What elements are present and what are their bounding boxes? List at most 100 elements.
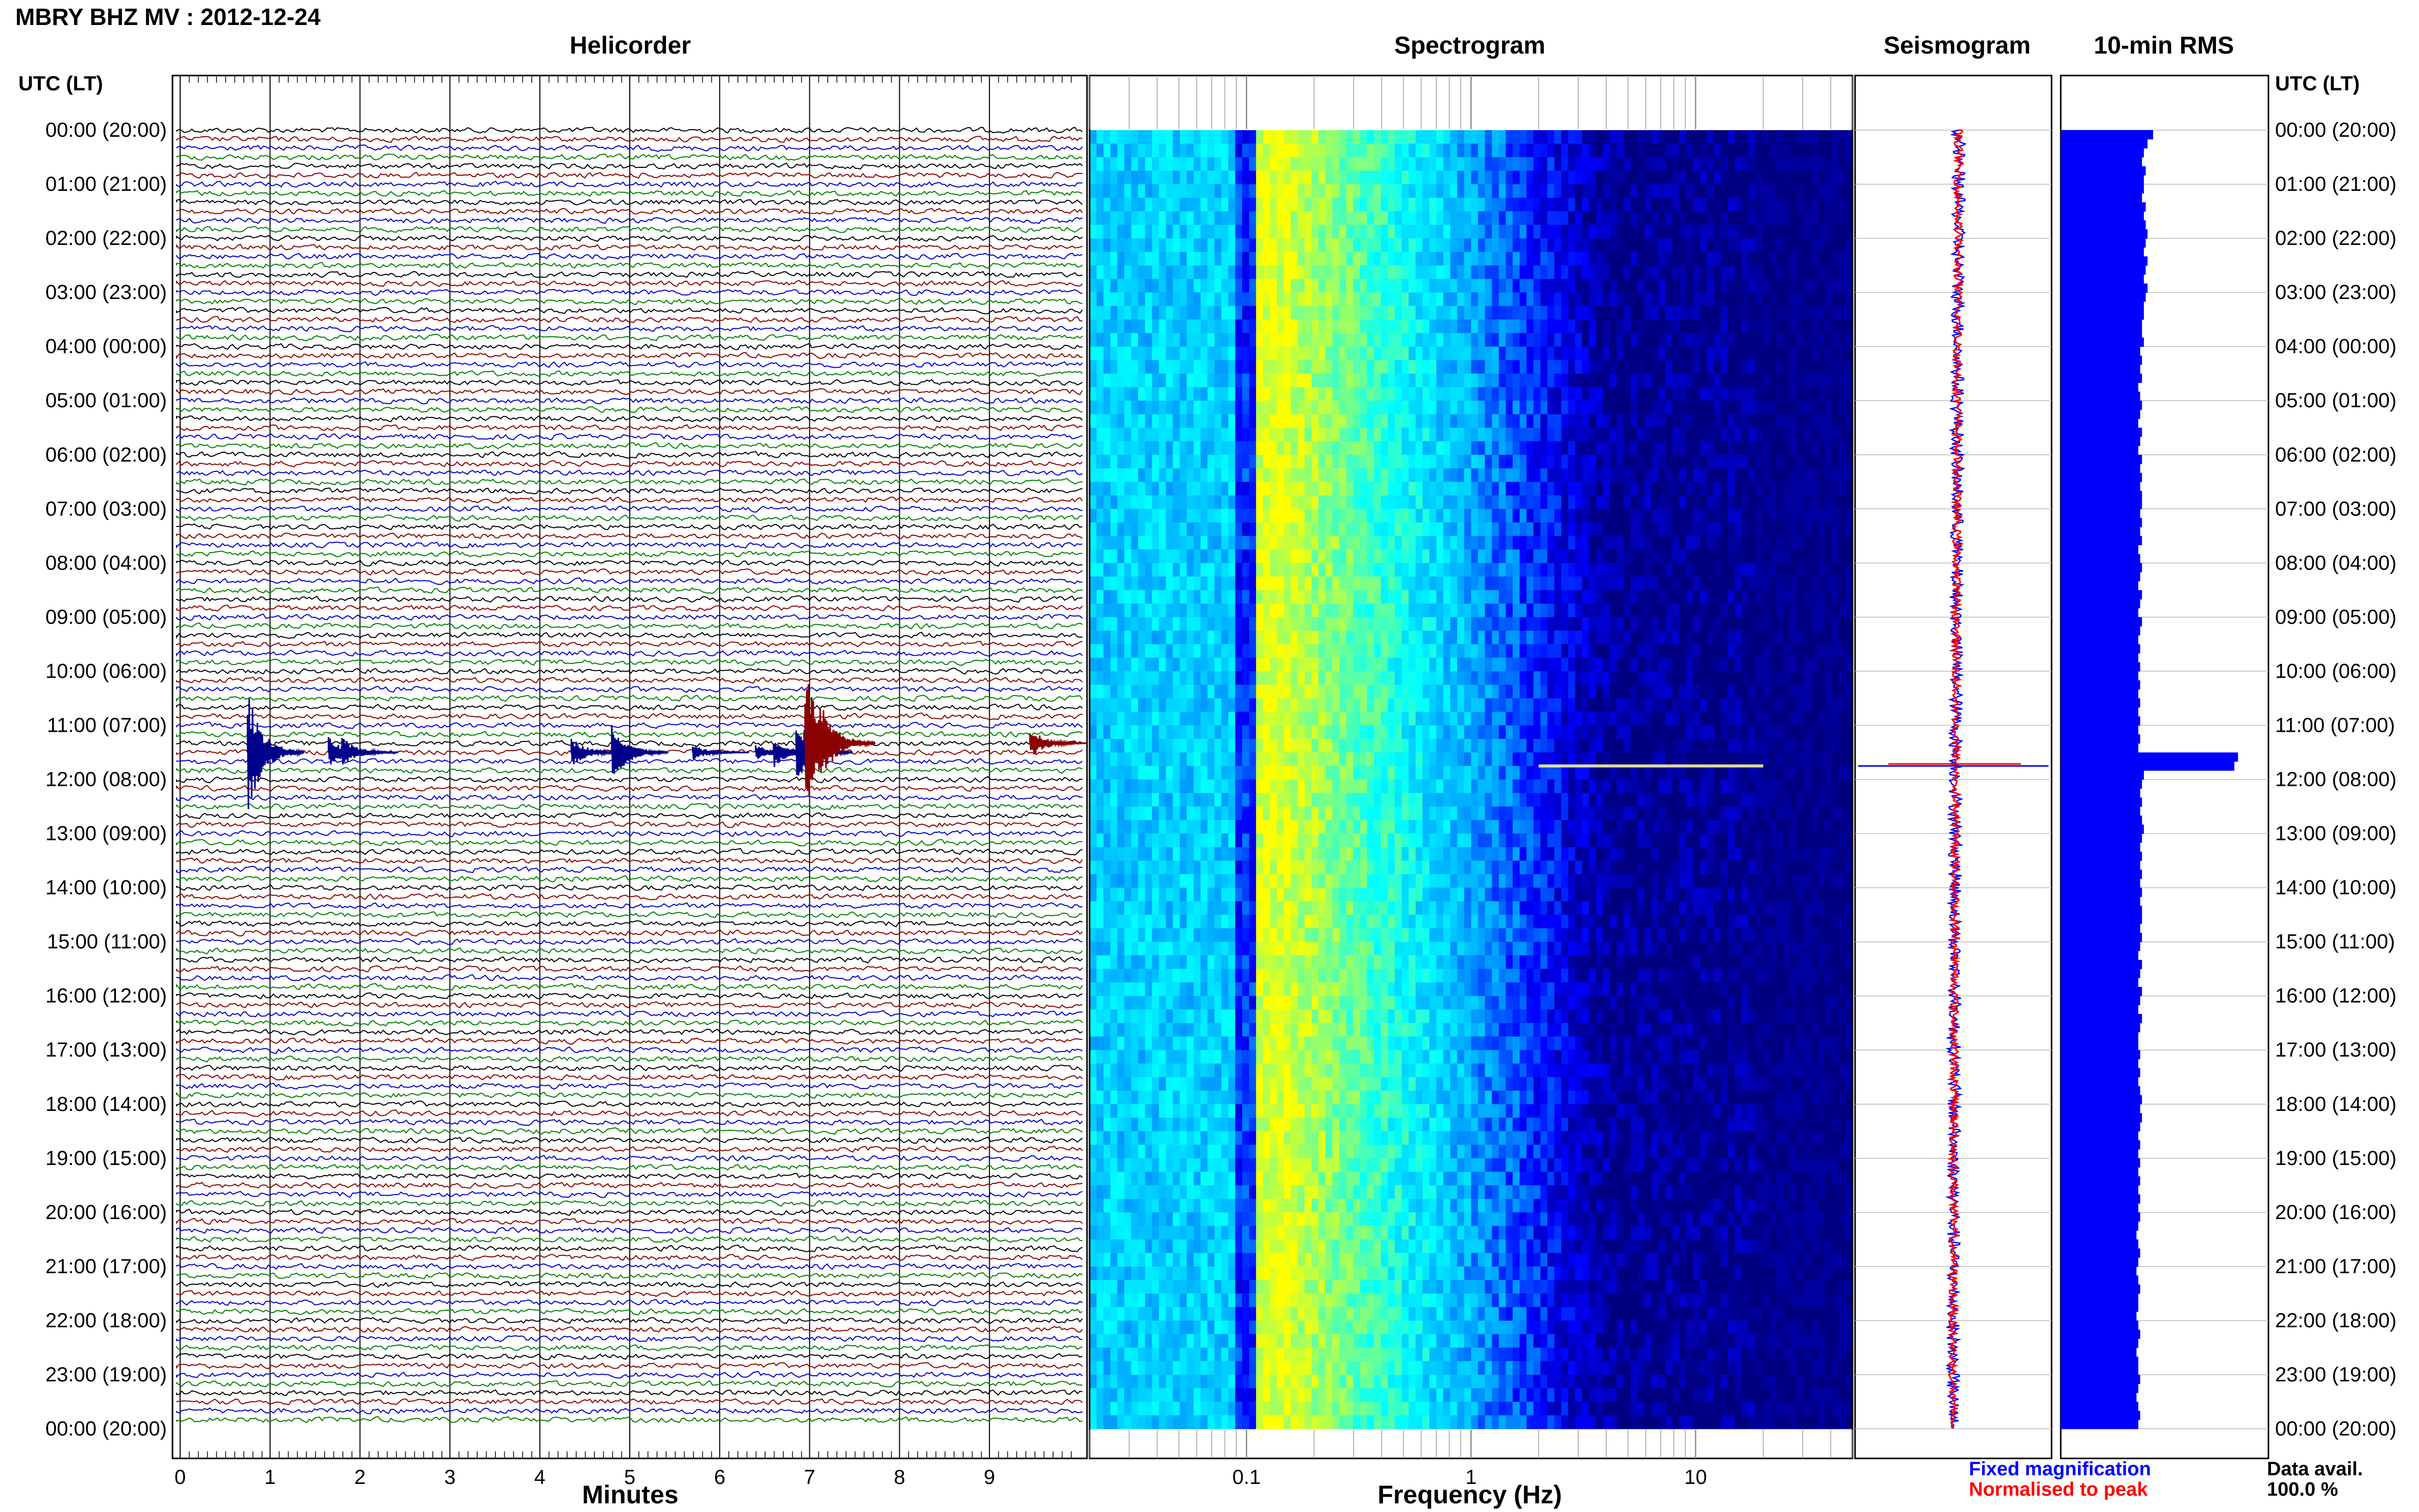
spectrogram-cell	[1207, 441, 1215, 455]
spectrogram-cell	[1187, 549, 1194, 563]
spectrogram-cell	[1658, 252, 1666, 266]
spectrogram-cell	[1686, 401, 1693, 415]
spectrogram-cell	[1235, 184, 1243, 199]
spectrogram-cell	[1277, 387, 1285, 401]
spectrogram-cell	[1610, 197, 1617, 212]
spectrogram-cell	[1623, 657, 1631, 672]
helicorder-trace	[176, 397, 1083, 405]
spectrogram-cell	[1762, 536, 1770, 550]
spectrogram-cell	[1748, 630, 1756, 645]
spectrogram-cell	[1138, 414, 1146, 428]
spectrogram-cell	[1436, 170, 1444, 185]
spectrogram-cell	[1616, 414, 1624, 428]
spectrogram-cell	[1804, 170, 1812, 185]
spectrogram-cell	[1200, 657, 1208, 672]
spectrogram-cell	[1707, 306, 1714, 320]
spectrogram-cell	[1818, 333, 1825, 347]
spectrogram-cell	[1838, 617, 1846, 631]
spectrogram-cell	[1124, 495, 1132, 509]
spectrogram-cell	[1152, 346, 1159, 361]
spectrogram-cell	[1443, 252, 1451, 266]
spectrogram-cell	[1304, 184, 1312, 199]
spectrogram-cell	[1380, 468, 1388, 482]
spectrogram-cell	[1415, 414, 1423, 428]
helicorder-trace	[176, 1191, 1083, 1198]
helicorder-trace	[176, 1416, 1083, 1423]
spectrogram-cell	[1658, 306, 1666, 320]
spectrogram-cell	[1568, 468, 1575, 482]
spectrogram-cell	[1665, 211, 1673, 226]
helicorder-trace	[176, 956, 1083, 963]
spectrogram-cell	[1672, 684, 1680, 699]
spectrogram-cell	[1138, 225, 1146, 239]
spectrogram-cell	[1561, 617, 1569, 631]
spectrogram-cell	[1193, 644, 1201, 658]
spectrogram-cell	[1665, 590, 1673, 604]
spectrogram-cell	[1249, 225, 1256, 239]
spectrogram-cell	[1755, 333, 1763, 347]
spectrogram-cell	[1783, 197, 1791, 212]
spectrogram-cell	[1367, 225, 1374, 239]
spectrogram-cell	[1561, 360, 1569, 374]
spectrogram-cell	[1124, 657, 1132, 672]
spectrogram-cell	[1735, 657, 1742, 672]
spectrogram-cell	[1353, 549, 1361, 563]
spectrogram-cell	[1714, 536, 1721, 550]
spectrogram-cell	[1311, 563, 1319, 577]
spectrogram-cell	[1714, 401, 1721, 415]
spectrogram-cell	[1672, 170, 1680, 185]
spectrogram-cell	[1187, 197, 1194, 212]
spectrogram-cell	[1776, 374, 1784, 388]
spectrogram-cell	[1187, 374, 1194, 388]
spectrogram-cell	[1103, 414, 1111, 428]
spectrogram-cell	[1297, 360, 1305, 374]
spectrogram-cell	[1748, 684, 1756, 699]
spectrogram-cell	[1256, 536, 1264, 550]
spectrogram-cell	[1547, 184, 1555, 199]
spectrogram-cell	[1631, 671, 1638, 685]
spectrogram-cell	[1610, 130, 1617, 144]
spectrogram-cell	[1672, 143, 1680, 158]
spectrogram-cell	[1602, 374, 1610, 388]
spectrogram-cell	[1228, 374, 1236, 388]
spectrogram-cell	[1804, 536, 1812, 550]
spectrogram-cell	[1457, 306, 1465, 320]
spectrogram-cell	[1533, 617, 1541, 631]
spectrogram-cell	[1339, 170, 1347, 185]
spectrogram-cell	[1096, 644, 1104, 658]
spectrogram-cell	[1762, 319, 1770, 334]
spectrogram-cell	[1658, 279, 1666, 293]
helicorder-trace	[176, 1073, 1083, 1081]
spectrogram-cell	[1478, 265, 1486, 280]
spectrogram-cell	[1346, 428, 1354, 442]
spectrogram-cell	[1187, 238, 1194, 253]
spectrogram-cell	[1478, 170, 1486, 185]
spectrogram-cell	[1498, 252, 1507, 266]
spectrogram-cell	[1415, 644, 1423, 658]
spectrogram-cell	[1485, 657, 1492, 672]
spectrogram-cell	[1568, 684, 1575, 699]
spectrogram-cell	[1547, 333, 1555, 347]
spectrogram-cell	[1554, 495, 1562, 509]
helicorder-trace	[176, 947, 1083, 955]
spectrogram-cell	[1644, 346, 1652, 361]
spectrogram-cell	[1325, 197, 1333, 212]
spectrogram-cell	[1235, 590, 1243, 604]
spectrogram-cell	[1498, 346, 1507, 361]
spectrogram-cell	[1637, 482, 1645, 496]
spectrogram-cell	[1602, 671, 1610, 685]
spectrogram-cell	[1540, 211, 1548, 226]
spectrogram-cell	[1450, 211, 1458, 226]
spectrogram-cell	[1700, 522, 1708, 536]
spectrogram-cell	[1464, 590, 1472, 604]
spectrogram-cell	[1464, 482, 1472, 496]
spectrogram-cell	[1346, 346, 1354, 361]
spectrogram-cell	[1554, 630, 1562, 645]
spectrogram-cell	[1145, 617, 1152, 631]
spectrogram-cell	[1249, 495, 1256, 509]
spectrogram-cell	[1380, 252, 1388, 266]
spectrogram-cell	[1110, 130, 1118, 144]
spectrogram-cell	[1568, 360, 1575, 374]
spectrogram-cell	[1415, 143, 1423, 158]
spectrogram-cell	[1325, 684, 1333, 699]
